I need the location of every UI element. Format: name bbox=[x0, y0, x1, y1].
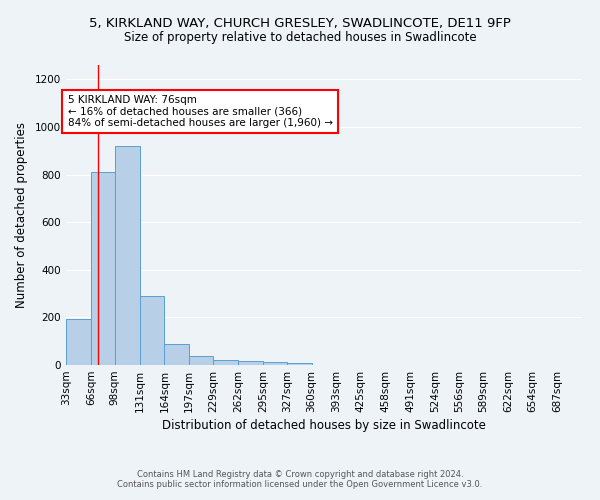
Bar bbox=[115, 146, 140, 365]
Bar bbox=[91, 172, 115, 365]
Text: Contains HM Land Registry data © Crown copyright and database right 2024.
Contai: Contains HM Land Registry data © Crown c… bbox=[118, 470, 482, 489]
Bar bbox=[213, 360, 238, 365]
Bar bbox=[140, 296, 164, 365]
Text: Size of property relative to detached houses in Swadlincote: Size of property relative to detached ho… bbox=[124, 31, 476, 44]
Bar bbox=[263, 362, 287, 365]
Bar bbox=[189, 356, 213, 365]
X-axis label: Distribution of detached houses by size in Swadlincote: Distribution of detached houses by size … bbox=[162, 419, 486, 432]
Y-axis label: Number of detached properties: Number of detached properties bbox=[15, 122, 28, 308]
Text: 5 KIRKLAND WAY: 76sqm
← 16% of detached houses are smaller (366)
84% of semi-det: 5 KIRKLAND WAY: 76sqm ← 16% of detached … bbox=[68, 95, 332, 128]
Bar bbox=[164, 344, 189, 365]
Bar bbox=[66, 318, 91, 365]
Text: 5, KIRKLAND WAY, CHURCH GRESLEY, SWADLINCOTE, DE11 9FP: 5, KIRKLAND WAY, CHURCH GRESLEY, SWADLIN… bbox=[89, 18, 511, 30]
Bar bbox=[287, 363, 311, 365]
Bar bbox=[238, 360, 263, 365]
